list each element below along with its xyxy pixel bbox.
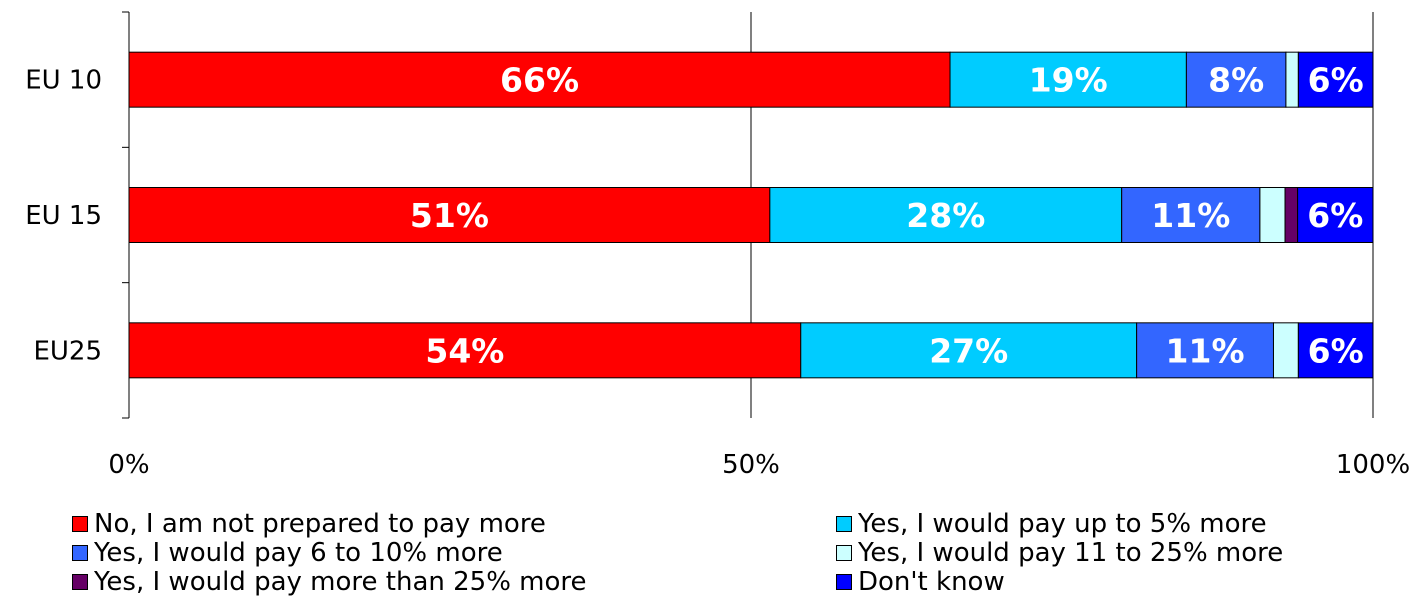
bar-segment-0-2 [1185,51,1287,108]
bar-segment-2-1 [800,322,1138,379]
legend-item-3: Yes, I would pay 11 to 25% more [836,537,1283,569]
bar-segment-0-1 [949,51,1187,108]
bar-segment-2-5 [1297,322,1374,379]
stacked-bar-chart: 0% 50% 100% EU 10 EU 15 EU25 66% 19% 8% 6% 51% 28%… [25,11,1410,480]
legend-swatch-3 [836,545,852,561]
x-tick-label-0: 0% [108,450,149,480]
legend-label-5: Don't know [858,567,1005,597]
bar-segment-0-3 [1285,51,1299,108]
bar-segment-1-4 [1284,187,1299,243]
bar-segment-1-3 [1259,187,1286,243]
bar-segment-1-5 [1297,187,1374,243]
bar-segment-0-5 [1297,51,1374,108]
bars [128,51,1374,379]
legend-swatch-1 [836,516,852,532]
legend-label-1: Yes, I would pay up to 5% more [858,509,1267,539]
bar-segment-1-0 [128,187,771,243]
data-label-0-1: 19% [1029,61,1108,100]
data-label-1-1: 28% [906,196,985,235]
legend-item-4: Yes, I would pay more than 25% more [72,566,587,598]
legend-item-5: Don't know [836,566,1005,598]
data-label-1-0: 51% [410,196,489,235]
data-label-0-0: 66% [500,61,579,100]
legend-swatch-2 [72,545,88,561]
category-label-2: EU25 [33,336,102,366]
legend-swatch-5 [836,574,852,590]
legend-label-4: Yes, I would pay more than 25% more [94,567,587,597]
bar-segment-0-0 [128,51,951,108]
legend-swatch-4 [72,574,88,590]
bar-segment-2-3 [1272,322,1299,379]
x-tick-label-1: 50% [722,450,780,480]
bar-segment-1-2 [1121,187,1261,243]
x-tick-label-2: 100% [1336,450,1410,480]
category-label-1: EU 15 [25,201,102,231]
legend-item-2: Yes, I would pay 6 to 10% more [72,537,503,569]
legend-swatch-0 [72,516,88,532]
legend-item-0: No, I am not prepared to pay more [72,508,546,540]
data-label-1-5: 6% [1307,196,1363,235]
data-label-0-5: 6% [1308,61,1364,100]
data-label-2-2: 11% [1166,331,1245,370]
data-label-2-1: 27% [929,331,1008,370]
bar-segment-1-1 [769,187,1123,243]
labels: 66% 19% 8% 6% 51% 28% 11% 6% 54% 27% 11% 6% [410,61,1364,371]
data-label-0-2: 8% [1208,61,1264,100]
legend-item-1: Yes, I would pay up to 5% more [836,508,1267,540]
bar-segment-2-0 [128,322,802,379]
bar-segment-2-2 [1136,322,1274,379]
legend-label-2: Yes, I would pay 6 to 10% more [94,538,503,568]
legend-label-0: No, I am not prepared to pay more [94,509,546,539]
data-label-2-0: 54% [425,331,504,370]
category-label-0: EU 10 [25,66,102,96]
data-label-2-5: 6% [1308,331,1364,370]
data-label-1-2: 11% [1151,196,1230,235]
legend-label-3: Yes, I would pay 11 to 25% more [858,538,1284,568]
